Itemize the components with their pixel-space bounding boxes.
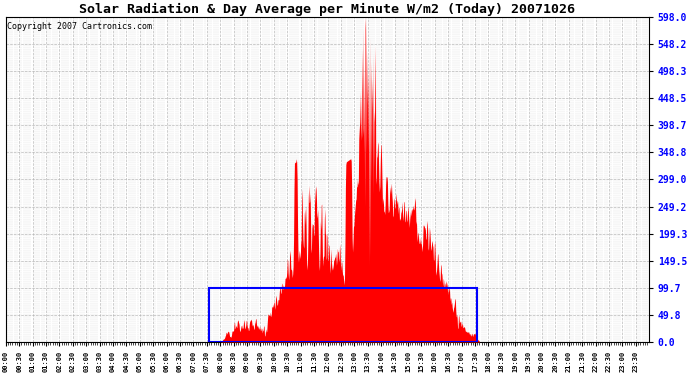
- Bar: [209, 288, 477, 342]
- Text: Copyright 2007 Cartronics.com: Copyright 2007 Cartronics.com: [7, 22, 152, 31]
- Title: Solar Radiation & Day Average per Minute W/m2 (Today) 20071026: Solar Radiation & Day Average per Minute…: [79, 3, 575, 16]
